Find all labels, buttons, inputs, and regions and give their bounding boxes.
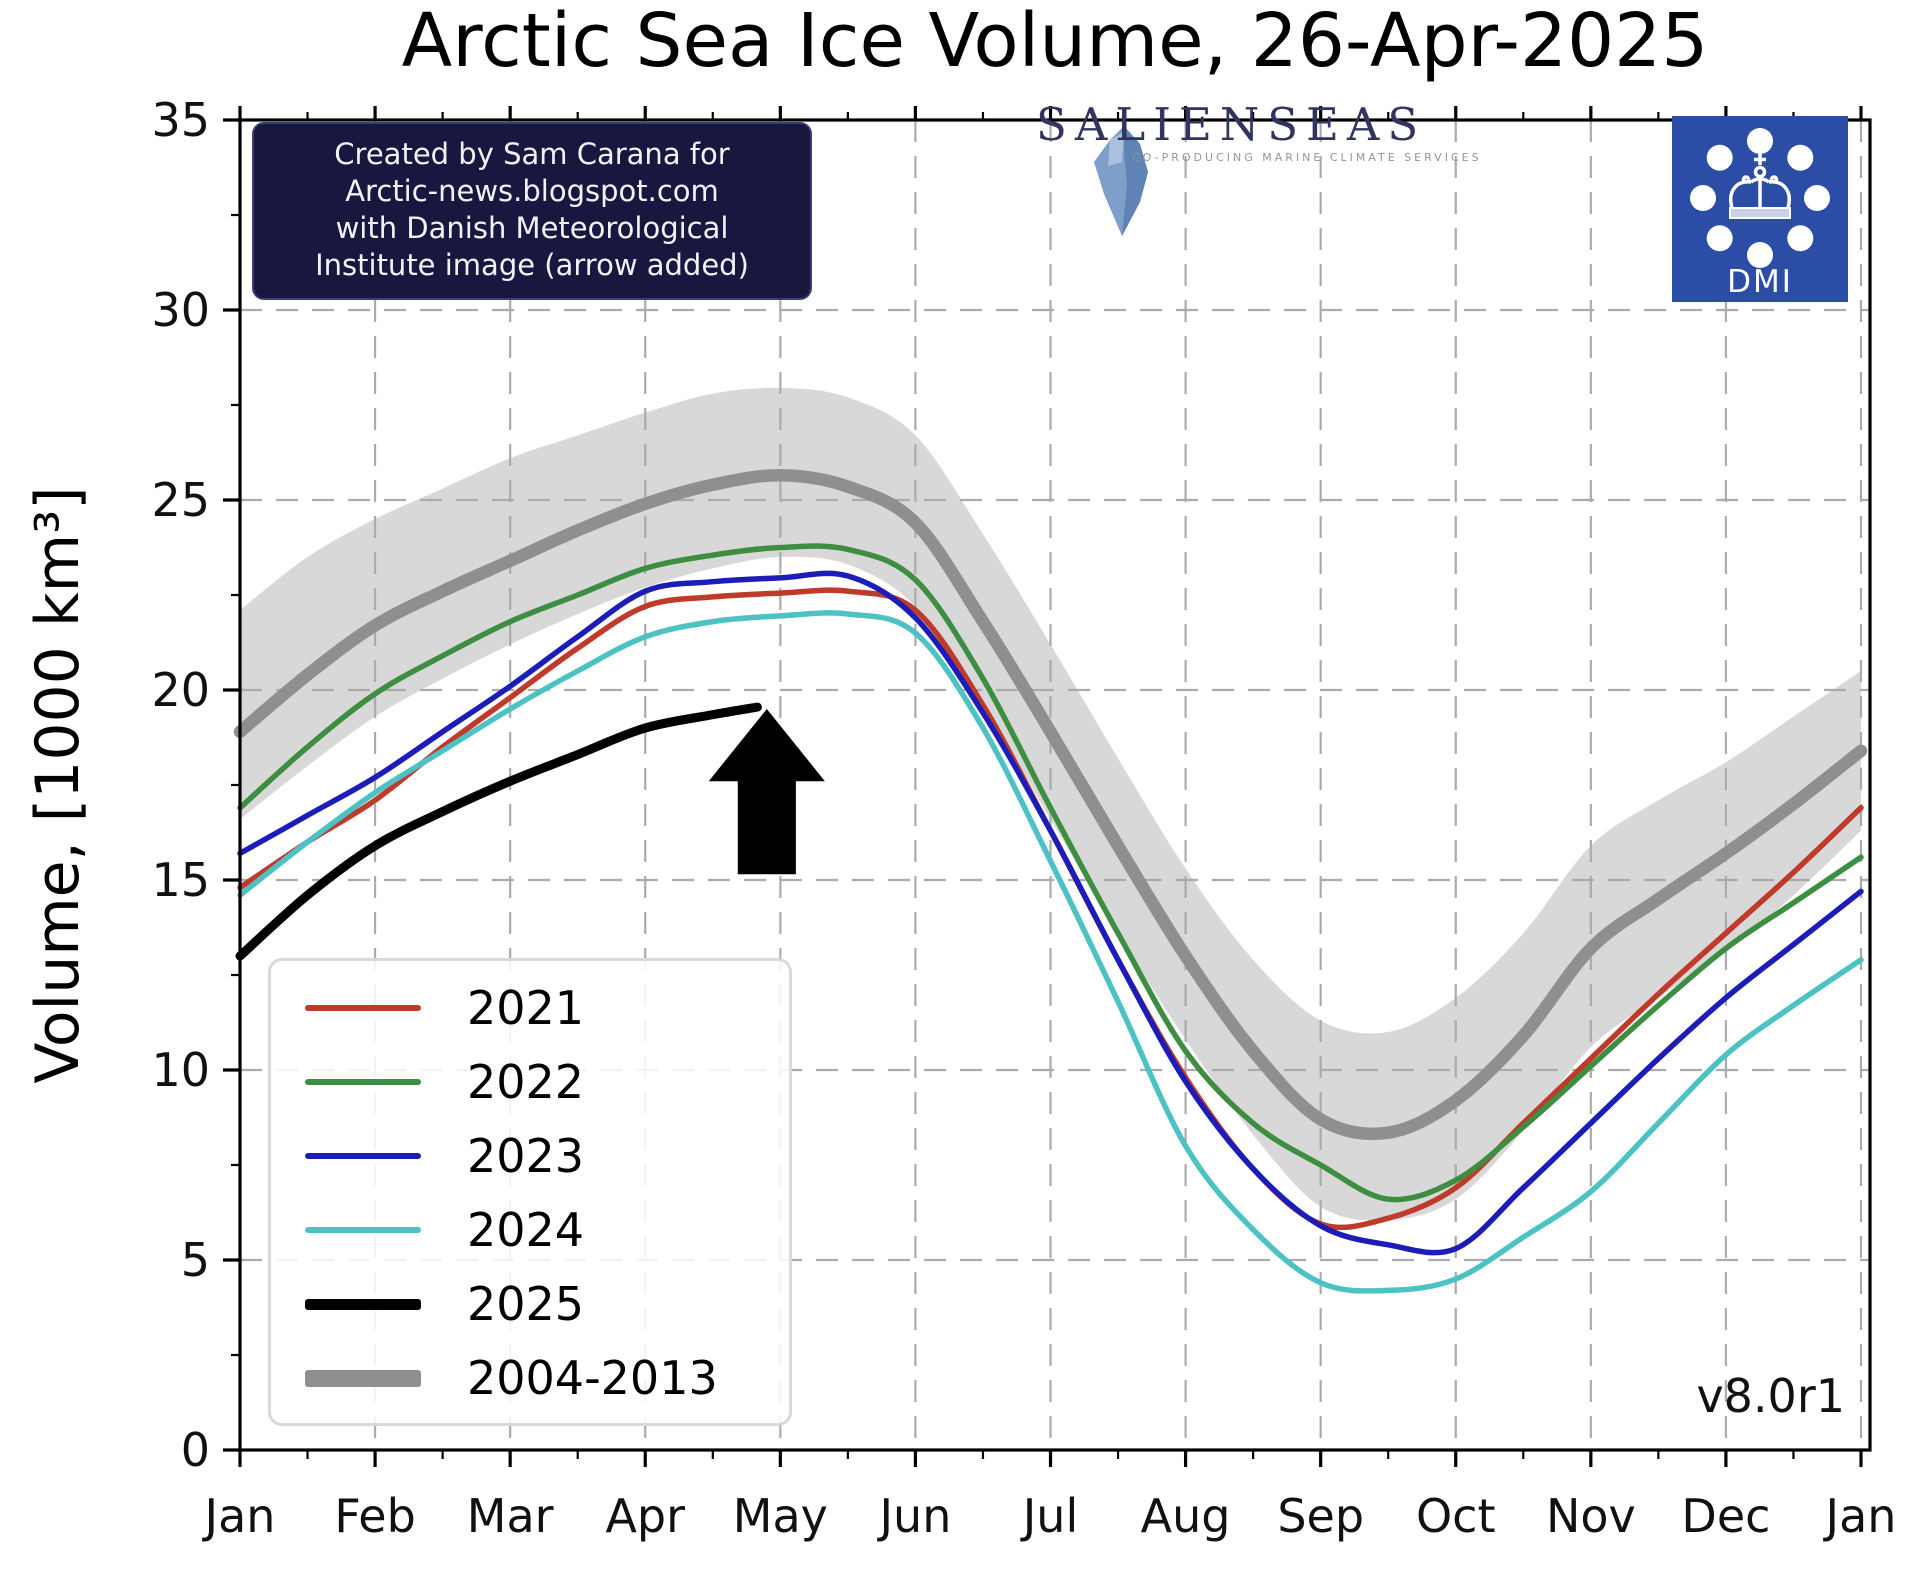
salienseas-wordmark: SALIENSEAS [1036,98,1427,151]
y-tick-label: 10 [151,1043,210,1097]
legend-swatch [305,1079,421,1085]
x-tick-label: May [733,1489,828,1543]
y-axis-label: Volume, [1000 km³] [23,486,93,1083]
y-tick-label: 35 [151,93,210,147]
y-tick-label: 0 [181,1423,210,1477]
dmi-logo: DMI [1672,116,1848,302]
x-tick-label: Jan [202,1489,276,1543]
x-tick-label: Apr [605,1489,685,1543]
legend-swatch [305,1005,421,1011]
salienseas-logo: SALIENSEAS CO-PRODUCING MARINE CLIMATE S… [1036,98,1482,236]
legend-item-2004-2013: 2004-2013 [271,1341,789,1415]
x-tick-label: Oct [1416,1489,1496,1543]
y-tick-label: 20 [151,663,210,717]
version-label: v8.0r1 [1696,1369,1845,1423]
legend-swatch [305,1153,421,1159]
credit-box: Created by Sam Carana for Arctic-news.bl… [252,122,812,300]
y-tick-label: 15 [151,853,210,907]
credit-line-2: Arctic-news.blogspot.com [345,174,719,208]
legend-item-2022: 2022 [271,1045,789,1119]
legend: 2021 2022 2023 2024 2025 2004-2013 [268,958,792,1426]
x-tick-label: Aug [1141,1489,1231,1543]
iceberg-icon [1094,126,1148,236]
y-tick-label: 25 [151,473,210,527]
series-line-2025 [235,702,762,961]
series-line-2022 [237,543,1864,1203]
salienseas-caption: CO-PRODUCING MARINE CLIMATE SERVICES [1132,151,1482,164]
series-line-2024 [237,610,1864,1294]
x-tick-label: Dec [1681,1489,1770,1543]
x-tick-label: Jan [1823,1489,1897,1543]
dmi-crown-emblem: DMI [1690,128,1830,300]
legend-item-2023: 2023 [271,1119,789,1193]
chart-title: Arctic Sea Ice Volume, 26-Apr-2025 [402,0,1709,84]
y-tick-label: 5 [181,1233,210,1287]
x-tick-label: Mar [467,1489,554,1543]
dmi-label: DMI [1727,264,1793,300]
y-tick-label: 30 [151,283,210,337]
credit-line-1: Created by Sam Carana for [334,137,730,171]
x-tick-label: Jun [876,1489,951,1543]
legend-swatch [305,1298,421,1310]
up-arrow-annotation [708,709,825,875]
crown-icon [1729,154,1791,219]
credit-line-3: with Danish Meteorological [335,211,729,245]
legend-label: 2021 [467,981,585,1035]
legend-item-2025: 2025 [271,1267,789,1341]
legend-item-2024: 2024 [271,1193,789,1267]
legend-label: 2025 [467,1277,585,1331]
legend-label: 2023 [467,1129,585,1183]
x-tick-label: Jul [1020,1489,1079,1543]
legend-swatch [305,1369,421,1387]
legend-swatch [305,1227,421,1233]
series-line-2023 [237,570,1864,1256]
legend-label: 2004-2013 [467,1351,718,1405]
x-tick-label: Nov [1546,1489,1636,1543]
credit-line-4: Institute image (arrow added) [315,248,749,282]
legend-label: 2024 [467,1203,585,1257]
series-line-2004-2013 [233,469,1868,1141]
x-tick-label: Feb [334,1489,415,1543]
legend-label: 2022 [467,1055,585,1109]
x-tick-label: Sep [1277,1489,1364,1543]
legend-item-2021: 2021 [271,971,789,1045]
